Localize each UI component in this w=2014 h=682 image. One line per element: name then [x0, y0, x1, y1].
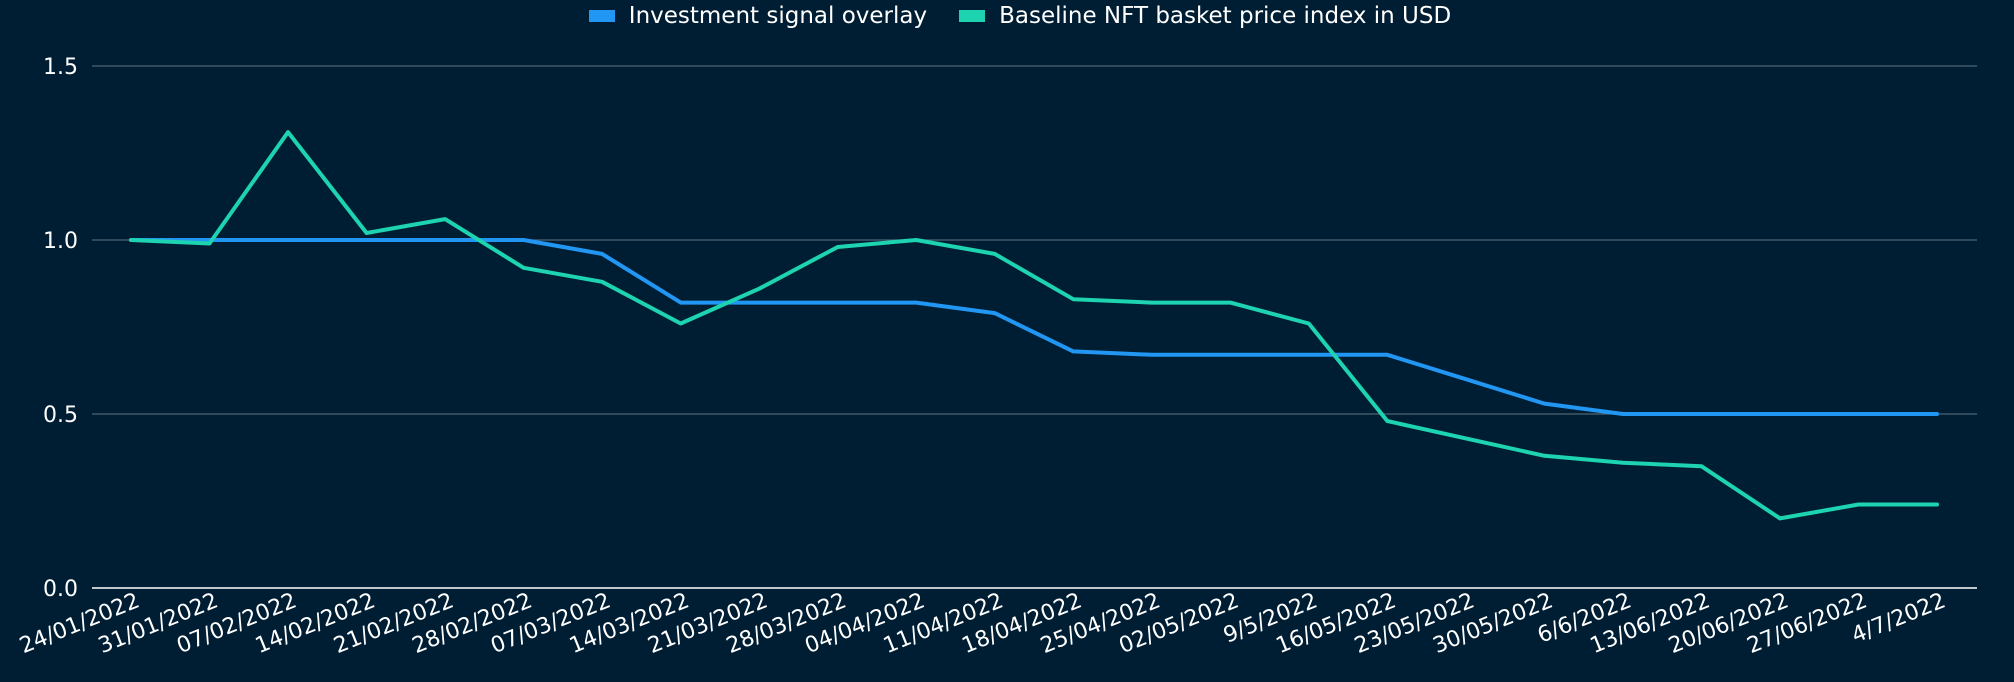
legend-swatch-investment-signal — [588, 10, 615, 22]
y-tick-label: 1.0 — [43, 229, 78, 254]
series-lines — [129, 130, 1939, 521]
series-line-baseline-nft-index[interactable] — [129, 130, 1939, 521]
legend-label-baseline-nft-index: Baseline NFT basket price index in USD — [999, 3, 1452, 29]
legend-label-investment-signal: Investment signal overlay — [628, 3, 928, 29]
legend-swatch-baseline-nft-index — [959, 10, 986, 22]
legend-item-investment-signal[interactable]: Investment signal overlay — [588, 3, 928, 29]
legend: Investment signal overlay Baseline NFT b… — [0, 3, 2014, 29]
y-tick-label: 0.5 — [43, 403, 78, 428]
y-axis-tick-labels: 0.0 0.5 1.0 1.5 — [43, 55, 78, 602]
series-line-investment-signal[interactable] — [129, 238, 1939, 416]
y-tick-label: 0.0 — [43, 577, 78, 602]
grid-lines — [92, 65, 1977, 589]
x-axis-tick-labels: 24/01/202231/01/202207/02/202214/02/2022… — [16, 588, 1949, 659]
legend-item-baseline-nft-index[interactable]: Baseline NFT basket price index in USD — [959, 3, 1451, 29]
y-tick-label: 1.5 — [43, 55, 78, 80]
